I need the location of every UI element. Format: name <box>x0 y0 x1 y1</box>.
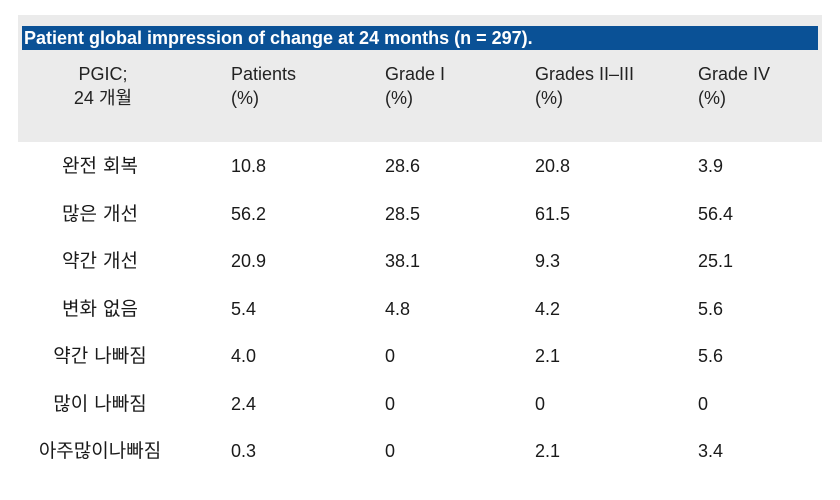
cell-patients: 10.8 <box>231 156 267 176</box>
header-patients: Patients (%) <box>231 62 296 110</box>
title-bar-frame: Patient global impression of change at 2… <box>18 15 822 50</box>
header-grade-i: Grade I (%) <box>385 62 445 110</box>
cell-grade-i: 28.6 <box>385 156 421 176</box>
header-grade-iv-line2: (%) <box>698 88 726 108</box>
header-grade-iv: Grade IV (%) <box>698 62 770 110</box>
cell-patients: 0.3 <box>231 441 257 461</box>
row-label: 아주많이나빠짐 <box>38 440 162 462</box>
row-label: 완전 회복 <box>62 155 138 177</box>
header-pgic: PGIC; 24 개월 <box>18 62 188 110</box>
header-grades-ii-iii-line2: (%) <box>535 88 563 108</box>
cell-grade-i: 0 <box>385 441 396 461</box>
header-patients-line1: Patients <box>231 64 297 84</box>
header-patients-line2: (%) <box>231 88 259 108</box>
cell-grades-ii-iii: 20.8 <box>535 156 571 176</box>
cell-grade-iv: 3.4 <box>698 441 724 461</box>
table-row: 많이 나빠짐 2.4 0 0 0 <box>18 380 822 428</box>
header-grade-iv-line1: Grade IV <box>698 64 771 84</box>
cell-grade-i: 4.8 <box>385 298 411 319</box>
cell-grade-i: 38.1 <box>385 251 421 271</box>
cell-grades-ii-iii: 61.5 <box>535 203 571 224</box>
table-body: 완전 회복 10.8 28.6 20.8 3.9 많은 개선 56.2 28.5… <box>18 142 822 475</box>
table-row: 약간 나빠짐 4.0 0 2.1 5.6 <box>18 332 822 380</box>
cell-grades-ii-iii: 2.1 <box>535 441 561 461</box>
cell-patients: 20.9 <box>231 251 267 271</box>
row-label: 많이 나빠짐 <box>53 392 147 415</box>
header-pgic-line2: 24 개월 <box>73 88 133 108</box>
cell-grade-iv: 3.9 <box>698 156 724 176</box>
header-grades-ii-iii-line1: Grades II–III <box>535 64 635 84</box>
cell-grade-iv: 0 <box>698 393 709 414</box>
cell-grade-i: 0 <box>385 346 396 366</box>
header-grades-ii-iii: Grades II–III (%) <box>535 62 634 110</box>
table-row: 아주많이나빠짐 0.3 0 2.1 3.4 <box>18 427 822 475</box>
cell-patients: 4.0 <box>231 346 257 366</box>
header-row: PGIC; 24 개월 Patients (%) Grade I (%) Gra… <box>18 50 822 142</box>
cell-grade-i: 0 <box>385 393 396 414</box>
header-pgic-line1: PGIC; <box>78 64 128 84</box>
cell-patients: 2.4 <box>231 393 257 414</box>
cell-grades-ii-iii: 2.1 <box>535 346 561 366</box>
pgic-table: Patient global impression of change at 2… <box>18 15 822 475</box>
table-row: 변화 없음 5.4 4.8 4.2 5.6 <box>18 285 822 333</box>
row-label: 약간 나빠짐 <box>53 345 147 367</box>
row-label: 변화 없음 <box>62 297 138 320</box>
cell-grades-ii-iii: 0 <box>535 393 546 414</box>
cell-grade-iv: 25.1 <box>698 251 734 271</box>
table-title: Patient global impression of change at 2… <box>22 26 818 50</box>
row-label: 약간 개선 <box>62 250 138 272</box>
row-label: 많은 개선 <box>62 202 138 225</box>
cell-grade-i: 28.5 <box>385 203 421 224</box>
cell-grade-iv: 5.6 <box>698 346 724 366</box>
cell-grades-ii-iii: 9.3 <box>535 251 561 271</box>
header-grade-i-line2: (%) <box>385 88 413 108</box>
header-grade-i-line1: Grade I <box>385 64 446 84</box>
table-row: 많은 개선 56.2 28.5 61.5 56.4 <box>18 190 822 238</box>
cell-patients: 56.2 <box>231 203 267 224</box>
cell-patients: 5.4 <box>231 298 257 319</box>
cell-grade-iv: 56.4 <box>698 203 734 224</box>
table-row: 약간 개선 20.9 38.1 9.3 25.1 <box>18 237 822 285</box>
table-row: 완전 회복 10.8 28.6 20.8 3.9 <box>18 142 822 190</box>
cell-grade-iv: 5.6 <box>698 298 724 319</box>
cell-grades-ii-iii: 4.2 <box>535 298 561 319</box>
